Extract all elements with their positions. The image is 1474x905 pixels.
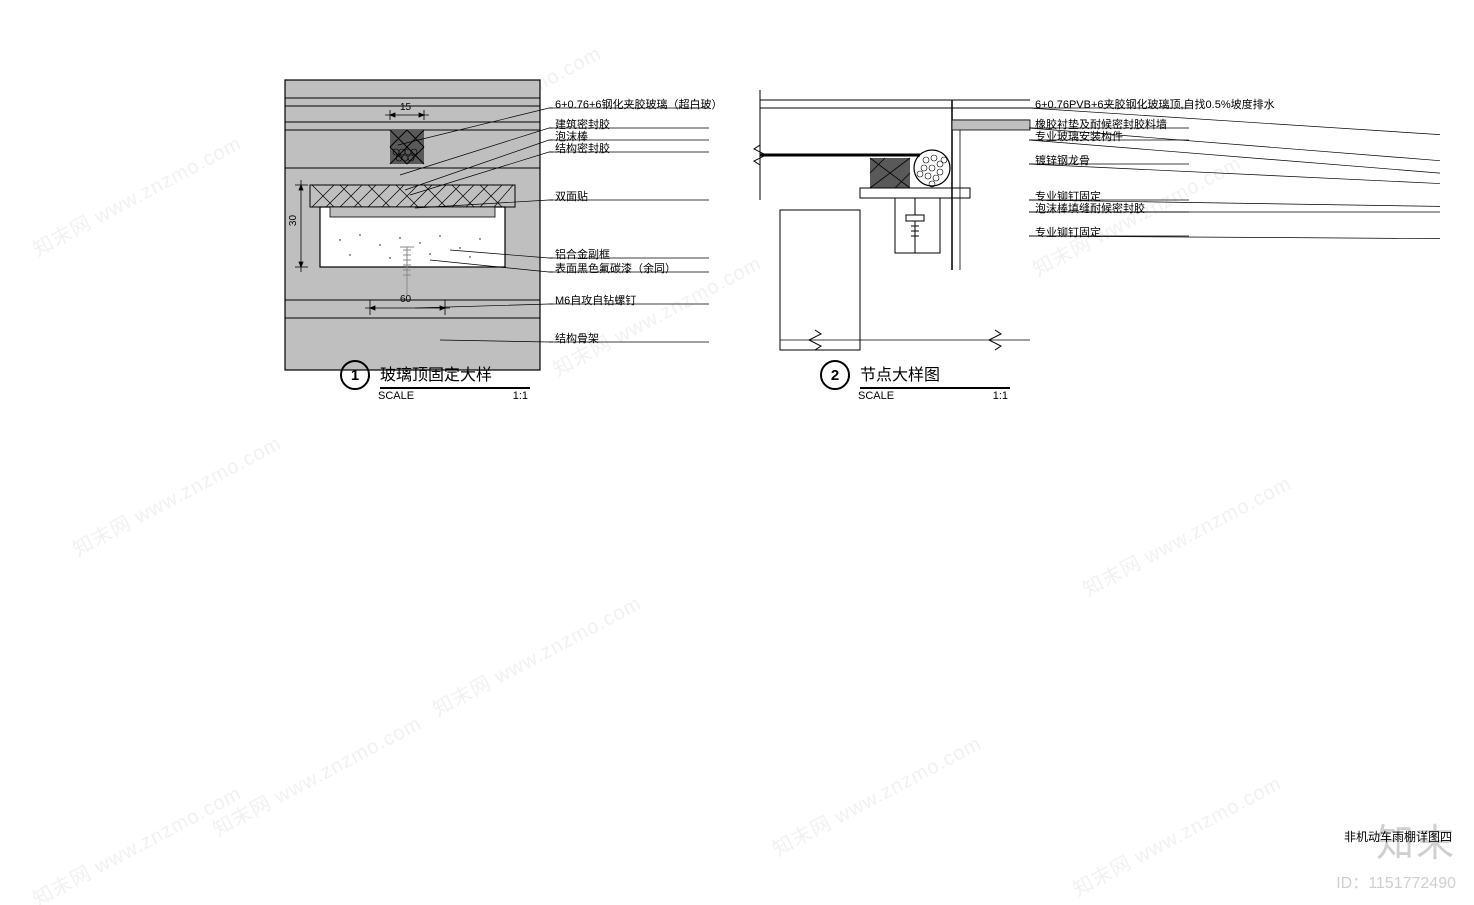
resource-id: ID：1151772490 (1336, 869, 1456, 893)
detail-1-title-text: 玻璃顶固定大样 (380, 361, 530, 389)
dim-15: 15 (400, 102, 411, 113)
callout-label: 6+0.76PVB+6夹胶钢化玻璃顶,自找0.5%坡度排水 (1035, 96, 1275, 112)
callout-label: 6+0.76+6钢化夹胶玻璃（超白玻） (555, 96, 723, 112)
callout-label: 专业玻璃安装构件 (1035, 128, 1123, 144)
callout-label: 结构密封胶 (555, 140, 610, 156)
watermark-text: 知末网 www.znzmo.com (767, 727, 986, 862)
callout-label: 专业铆钉固定 (1035, 224, 1101, 240)
scale-value-2: 1:1 (993, 390, 1008, 402)
sheet-name: 非机动车雨棚详图四 (1344, 828, 1452, 845)
callout-label: 表面黑色氟碳漆（余同） (555, 260, 676, 276)
watermark-text: 知末网 www.znzmo.com (67, 427, 286, 562)
callout-label: 镀锌钢龙骨 (1035, 152, 1090, 168)
technical-drawing-page: 知末网 www.znzmo.com知末网 www.znzmo.com知末网 ww… (0, 0, 1474, 905)
dim-30: 30 (288, 215, 299, 226)
callout-label: 双面贴 (555, 188, 588, 204)
detail-2-title-text: 节点大样图 (860, 361, 1010, 389)
watermark-text: 知末网 www.znzmo.com (427, 587, 646, 722)
detail-1-number: 1 (340, 360, 370, 390)
watermark-text: 知末网 www.znzmo.com (27, 777, 246, 905)
callout-label: 结构骨架 (555, 330, 599, 346)
detail-1-leaders (0, 40, 720, 400)
scale-label-2: SCALE (858, 390, 894, 402)
detail-2-title: 2 节点大样图 SCALE 1:1 (820, 360, 1010, 390)
watermark-text: 知末网 www.znzmo.com (207, 707, 426, 842)
dim-60: 60 (400, 294, 411, 305)
watermark-text: 知末网 www.znzmo.com (1067, 767, 1286, 902)
callout-label: 泡沫棒填缝耐候密封胶 (1035, 200, 1145, 216)
watermark-text: 知末网 www.znzmo.com (1077, 467, 1296, 602)
detail-1-title: 1 玻璃顶固定大样 SCALE 1:1 (340, 360, 530, 390)
detail-2-number: 2 (820, 360, 850, 390)
callout-label: M6自攻自钻螺钉 (555, 292, 636, 308)
scale-label-1: SCALE (378, 390, 414, 402)
scale-value-1: 1:1 (513, 390, 528, 402)
